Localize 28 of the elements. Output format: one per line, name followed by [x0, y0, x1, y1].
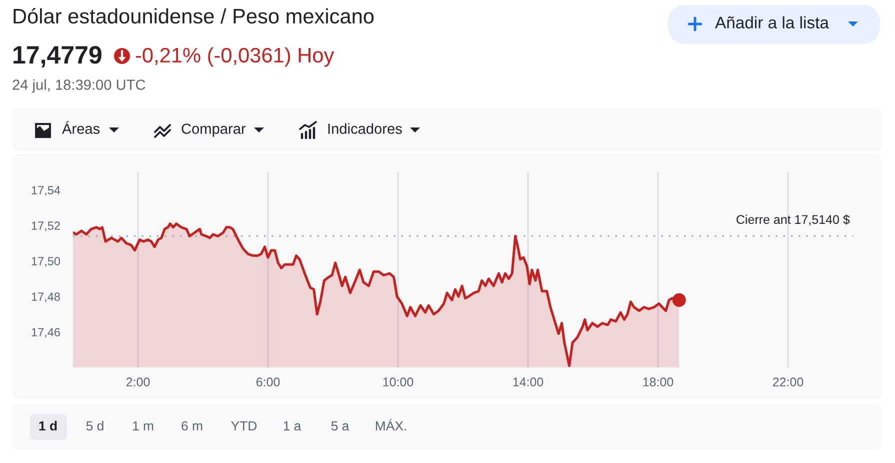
- x-tick-label: 2:00: [126, 378, 150, 386]
- text: 5 a: [331, 421, 350, 431]
- text: MÁX.: [376, 418, 406, 430]
- text: Áreas: [62, 121, 100, 134]
- text: -0,21% (-0,0361) Hoy: [136, 47, 334, 67]
- chart-title: Dólar estadounidense / Peso mexicano: [14, 8, 374, 24]
- x-tick-label: 18:00: [643, 378, 674, 386]
- text: 6 m: [182, 421, 202, 431]
- text: Indicadores: [328, 123, 402, 134]
- text: YTD: [231, 421, 257, 430]
- y-tick-label: 17,48: [32, 292, 60, 302]
- x-tick-label: 10:00: [383, 378, 414, 386]
- text: Añadir a la lista: [715, 16, 829, 28]
- text: 1 a: [284, 421, 302, 431]
- text: 1 m: [133, 421, 154, 430]
- x-tick-label: 22:00: [772, 378, 804, 386]
- text: 5 d: [86, 420, 104, 431]
- chart-subtitle: 24 jul, 18:39:00 UTC: [12, 79, 146, 93]
- y-tick-label: 17,54: [32, 186, 60, 196]
- x-tick-label: 6:00: [256, 378, 280, 386]
- text: 17,4779: [14, 46, 102, 68]
- x-tick-label: 14:00: [513, 378, 544, 386]
- y-tick-label: 17,52: [32, 222, 60, 232]
- text: Comparar: [182, 124, 246, 137]
- y-tick-label: 17,50: [32, 257, 60, 267]
- ref-line-label: Cierre ant 17,5140 $: [736, 214, 850, 226]
- text: 1 d: [39, 420, 57, 431]
- y-tick-label: 17,46: [32, 328, 60, 338]
